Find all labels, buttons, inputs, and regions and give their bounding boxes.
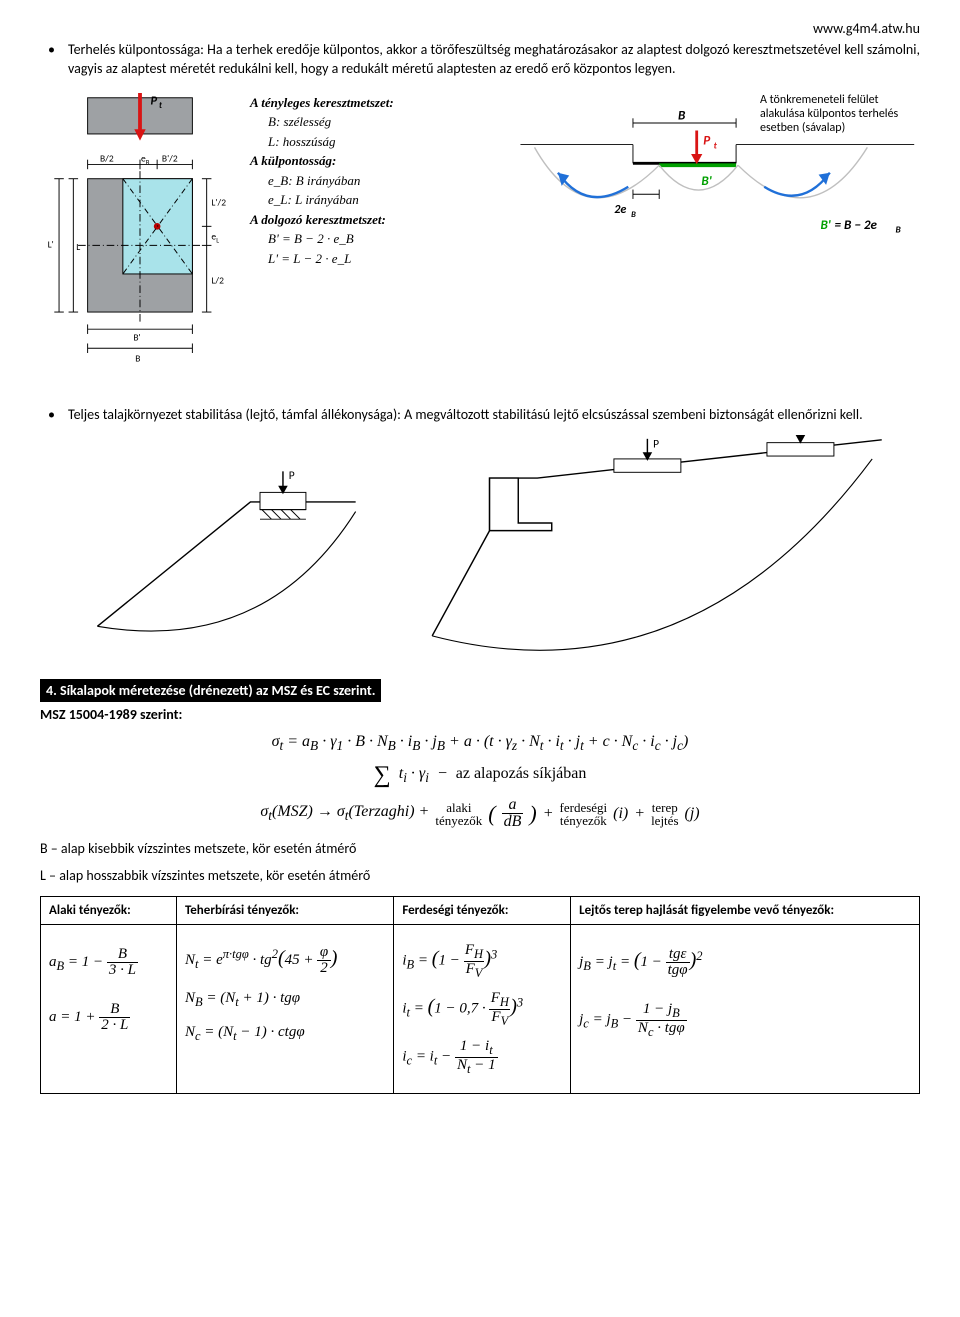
th-alaki: Alaki tényezők: xyxy=(41,897,177,925)
cross-section-legend: A tényleges keresztmetszet: B: szélesség… xyxy=(250,93,394,388)
svg-text:P: P xyxy=(289,469,295,483)
paragraph-stability: Teljes talajkörnyezet stabilitása (lejtő… xyxy=(40,406,920,425)
legend-el: e_L: L irányában xyxy=(250,190,394,210)
th-ferd: Ferdeségi tényezők: xyxy=(394,897,571,925)
legend-l: L: hosszúság xyxy=(250,132,394,152)
equation-sum: ∑ ti · γi − az alapozás síkjában xyxy=(40,762,920,789)
svg-text:B: B xyxy=(896,223,902,235)
page-url: www.g4m4.atw.hu xyxy=(40,20,920,37)
svg-text:= B − 2e: = B − 2e xyxy=(835,217,878,233)
svg-text:P: P xyxy=(704,132,712,148)
cell-ferd: iB = (1 − FHFV)3 it = (1 − 0,7 · FHFV)3 … xyxy=(394,925,571,1094)
legend-ecc-title: A külpontosság: xyxy=(250,153,336,168)
figure-cross-section: P t B/2 eB B'/2 xyxy=(40,93,505,388)
term-alaki-2: tényezők xyxy=(435,814,482,827)
svg-text:L'/2: L'/2 xyxy=(211,196,226,208)
svg-text:B/2: B/2 xyxy=(100,152,114,164)
term-alaki-1: alaki xyxy=(435,801,482,814)
svg-text:B: B xyxy=(631,210,636,220)
cell-alaki: aB = 1 − B3 · L a = 1 + B2 · L xyxy=(41,925,177,1094)
equation-decomp: σt(MSZ) → σt(Terzaghi) + alakitényezők (… xyxy=(40,797,920,830)
svg-text:L: L xyxy=(216,236,219,244)
svg-text:B': B' xyxy=(702,173,712,189)
svg-text:B: B xyxy=(146,158,150,166)
svg-text:P: P xyxy=(653,437,659,451)
term-ferd-2: tényezők xyxy=(560,814,608,827)
factors-table: Alaki tényezők: Teherbírási tényezők: Fe… xyxy=(40,896,920,1094)
svg-text:B': B' xyxy=(133,331,140,343)
note-b: B – alap kisebbik vízszintes metszete, k… xyxy=(40,840,920,857)
svg-text:B'/2: B'/2 xyxy=(162,152,178,164)
svg-text:P: P xyxy=(150,93,157,108)
legend-lp: L' = L − 2 · e_L xyxy=(250,249,394,269)
legend-b: B: szélesség xyxy=(250,112,394,132)
section-4-header: 4. Síkalapok méretezése (drénezett) az M… xyxy=(40,679,381,702)
th-teher: Teherbírási tényezők: xyxy=(176,897,393,925)
equation-sigma-t: σt = aB · γ1 · B · NB · iB · jB + a · (t… xyxy=(40,733,920,754)
legend-work-title: A dolgozó keresztmetszet: xyxy=(250,212,386,227)
figure-row-1: P t B/2 eB B'/2 xyxy=(40,93,920,388)
legend-eb: e_B: B irányában xyxy=(250,171,394,191)
svg-text:B: B xyxy=(678,107,686,123)
svg-text:L: L xyxy=(76,241,80,253)
legend-cross-title: A tényleges keresztmetszet: xyxy=(250,95,394,110)
paragraph-eccentricity: Terhelés külpontossága: Ha a terhek ered… xyxy=(40,41,920,79)
cell-teher: Nt = eπ·tgφ · tg2(45 + φ2) NB = (Nt + 1)… xyxy=(176,925,393,1094)
msz-subhead: MSZ 15004-1989 szerint: xyxy=(40,706,920,723)
svg-text:2e: 2e xyxy=(615,202,627,217)
cell-lejtos: jB = jt = (1 − tgεtgφ)2 jc = jB − 1 − jB… xyxy=(571,925,920,1094)
failure-caption: A tönkremeneteli felület alakulása külpo… xyxy=(760,93,920,135)
figure-failure-surface: A tönkremeneteli felület alakulása külpo… xyxy=(515,93,920,247)
note-l: L – alap hosszabbik vízszintes metszete,… xyxy=(40,867,920,884)
term-ferd-1: ferdeségi xyxy=(560,801,608,814)
slope-stability-svg: P P P xyxy=(40,435,920,655)
cross-section-svg: P t B/2 eB B'/2 xyxy=(40,93,240,388)
term-terep-1: terep xyxy=(651,801,678,814)
term-terep-2: lejtés xyxy=(651,814,678,827)
svg-text:L/2: L/2 xyxy=(211,274,224,286)
svg-text:t: t xyxy=(714,139,718,151)
legend-bp: B' = B − 2 · e_B xyxy=(250,229,394,249)
th-lejtos: Lejtős terep hajlását figyelembe vevő té… xyxy=(571,897,920,925)
svg-text:L': L' xyxy=(48,238,54,250)
svg-text:B': B' xyxy=(821,217,831,233)
svg-text:B: B xyxy=(135,352,140,364)
